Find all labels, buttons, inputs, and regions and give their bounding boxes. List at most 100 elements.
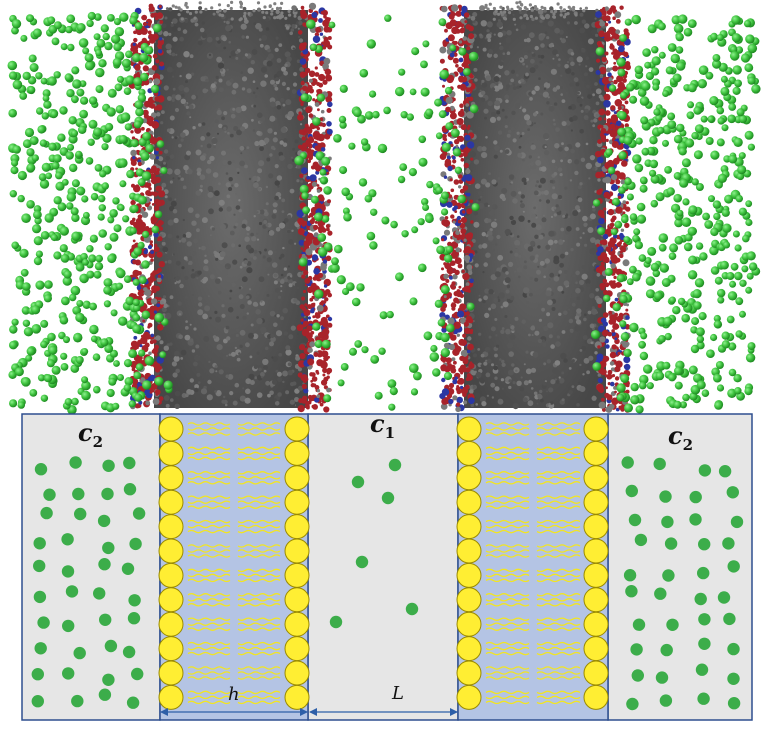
ion xyxy=(730,515,744,529)
schematic-ions xyxy=(31,456,744,711)
ion xyxy=(666,618,679,631)
ion xyxy=(664,537,678,550)
lipid-head xyxy=(456,489,482,515)
ion xyxy=(654,587,667,600)
ion xyxy=(37,616,50,629)
ion xyxy=(698,464,712,477)
lipid-head xyxy=(158,538,184,564)
ion xyxy=(127,612,141,625)
left-membrane xyxy=(159,413,309,721)
ion xyxy=(101,487,114,501)
ion xyxy=(126,696,140,709)
ion xyxy=(73,646,86,660)
lipid-head xyxy=(456,636,482,662)
ion xyxy=(33,559,46,573)
lipid-head xyxy=(284,538,310,564)
ion xyxy=(717,591,731,604)
ion xyxy=(405,602,419,616)
ion xyxy=(98,558,111,571)
lipid-head xyxy=(456,416,482,442)
ion xyxy=(74,507,87,521)
lipid-head xyxy=(583,636,609,662)
lipid-head xyxy=(456,465,482,491)
lipid-head xyxy=(284,465,310,491)
lipid-head xyxy=(583,514,609,540)
ion xyxy=(355,555,369,569)
lipid-head xyxy=(284,562,310,588)
middle-reservoir xyxy=(307,413,459,721)
ion xyxy=(628,513,642,527)
lipid-head xyxy=(456,562,482,588)
ion xyxy=(98,688,112,701)
ion xyxy=(621,456,634,469)
lipid-head xyxy=(158,416,184,442)
ion xyxy=(723,612,736,626)
ion xyxy=(626,697,639,711)
ion xyxy=(132,507,146,520)
right-reservoir-label: c2 xyxy=(668,421,693,454)
lipid-head xyxy=(158,611,184,637)
ion xyxy=(381,491,395,505)
ion xyxy=(662,569,675,582)
ion xyxy=(61,619,75,633)
lipid-head xyxy=(158,465,184,491)
lipid-head xyxy=(583,660,609,686)
lipid-head xyxy=(456,684,482,710)
lipid-head xyxy=(583,611,609,637)
ion xyxy=(34,642,47,655)
middle-reservoir-label: c1 xyxy=(370,409,395,442)
ion xyxy=(659,694,673,707)
lipid-head xyxy=(583,684,609,710)
lipid-heads xyxy=(158,416,609,710)
ion xyxy=(65,585,79,598)
left-reservoir-label: c2 xyxy=(78,418,103,451)
ion xyxy=(123,456,136,470)
lipid-head xyxy=(583,489,609,515)
simulation-right-membrane xyxy=(439,0,632,413)
lipid-head xyxy=(158,684,184,710)
ion xyxy=(128,594,141,607)
simulation-left-membrane xyxy=(128,0,333,413)
ion xyxy=(660,643,673,657)
simulation-left-inner-surface-ions xyxy=(294,19,333,349)
lipid-head xyxy=(284,660,310,686)
ion xyxy=(71,694,84,708)
ion xyxy=(43,488,56,501)
ion xyxy=(102,459,115,472)
ion xyxy=(122,645,136,659)
ion xyxy=(69,456,82,469)
lipid-head xyxy=(158,562,184,588)
lipid-head xyxy=(583,416,609,442)
ion xyxy=(631,669,644,682)
lipid-tails xyxy=(187,422,581,705)
left-membrane-outer-heads xyxy=(158,416,184,710)
ion xyxy=(129,537,142,551)
left-reservoir-ions xyxy=(31,456,146,709)
ion xyxy=(727,642,740,656)
simulation-left-ions xyxy=(7,11,155,415)
lipid-head xyxy=(583,465,609,491)
right-membrane xyxy=(457,413,609,721)
lipid-head xyxy=(158,489,184,515)
ion xyxy=(653,457,666,471)
ion xyxy=(97,514,111,528)
ion xyxy=(61,565,75,578)
ion xyxy=(722,537,735,550)
simulation-right-surface-ions xyxy=(591,47,635,371)
ion xyxy=(689,490,702,504)
ion xyxy=(697,566,710,580)
lipid-head xyxy=(583,440,609,466)
ion xyxy=(102,673,115,686)
ion xyxy=(123,483,137,496)
simulation-ions xyxy=(7,11,761,415)
ion xyxy=(72,487,85,501)
right-reservoir-ions xyxy=(621,456,744,711)
lipid-head xyxy=(456,587,482,613)
ion xyxy=(655,671,669,684)
lipid-head xyxy=(456,514,482,540)
lipid-head xyxy=(284,636,310,662)
ion xyxy=(33,590,47,604)
ion xyxy=(99,613,112,626)
lipid-head xyxy=(158,514,184,540)
